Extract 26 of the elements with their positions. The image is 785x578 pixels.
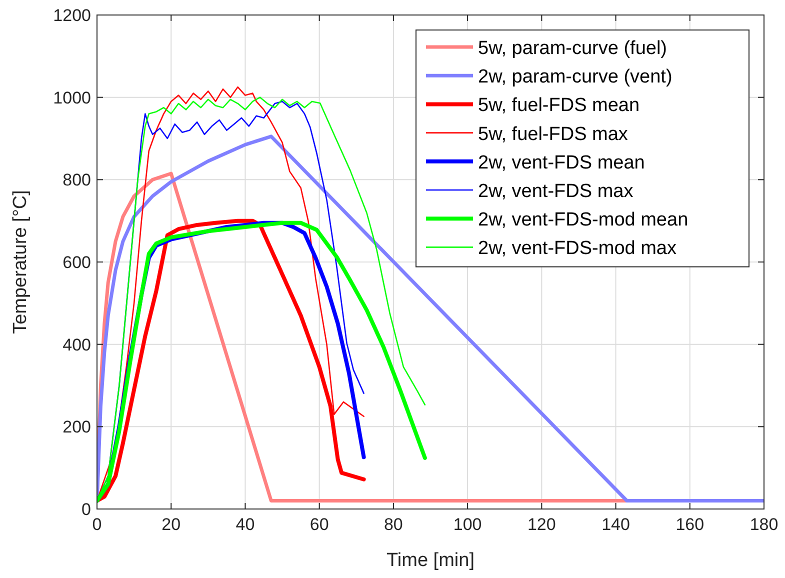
x-tick-label: 160 [676,515,704,534]
y-tick-label: 800 [62,170,91,190]
legend-label: 2w, vent-FDS max [478,181,634,202]
legend-label: 2w, vent-FDS mean [478,152,645,174]
x-tick-label: 60 [310,515,329,534]
x-tick-label: 40 [236,515,255,534]
y-tick-label: 1200 [53,6,91,25]
legend-label: 5w, fuel-FDS max [478,124,628,145]
y-tick-label: 400 [62,335,91,354]
y-tick-label: 0 [82,500,91,519]
legend-label: 2w, param-curve (vent) [478,66,672,88]
x-tick-label: 140 [602,515,630,534]
x-tick-label: 180 [750,515,778,534]
y-axis-title: Temperature [°C] [10,190,31,334]
legend-label: 2w, vent-FDS-mod max [478,238,677,260]
legend-label: 2w, vent-FDS-mod mean [478,210,688,231]
y-tick-label: 200 [62,418,91,437]
x-axis-title: Time [min] [386,550,474,571]
legend-label: 5w, param-curve (fuel) [478,38,668,59]
x-tick-label: 120 [527,515,556,534]
x-tick-label: 80 [384,515,403,534]
x-tick-label: 20 [162,515,181,534]
legend-label: 5w, fuel-FDS mean [478,95,640,116]
x-tick-label: 100 [453,515,482,534]
y-tick-label: 1000 [53,88,91,108]
y-tick-label: 600 [62,253,91,272]
